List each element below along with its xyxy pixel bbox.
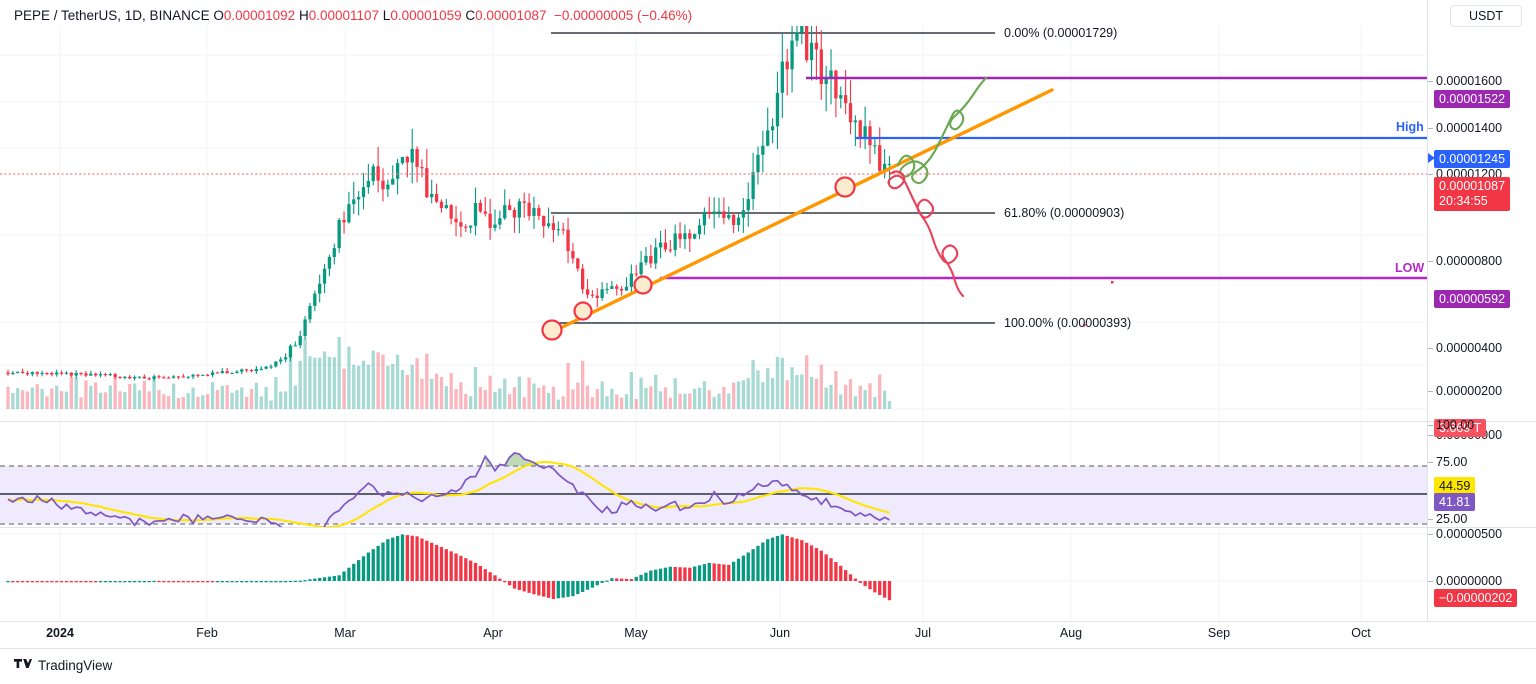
tradingview-brand-label: TradingView — [38, 657, 113, 673]
axis-tick-mark — [1428, 425, 1433, 426]
close-value: 0.00001087 — [475, 8, 547, 23]
fib-100-label: 100.00% (0.00000393) — [1004, 316, 1132, 330]
rsi-badge-value: 41.81 — [1439, 495, 1471, 509]
axis-tick-label: 0.00001600 — [1436, 74, 1503, 88]
time-axis-label: Mar — [334, 626, 356, 640]
rsi-pane[interactable] — [0, 422, 1427, 527]
axis-tick-mark — [1428, 462, 1433, 463]
high-badge-value: 0.00001245 — [1439, 152, 1506, 166]
axis-tick-label: 75.00 — [1436, 455, 1468, 469]
candlesticks — [6, 26, 892, 382]
price-pane-svg — [0, 26, 1427, 421]
axis-tick-mark — [1428, 128, 1433, 129]
axis-tick-mark — [1428, 581, 1433, 582]
trendline-touch-markers — [541, 176, 856, 341]
axis-tick-label: 0.00001400 — [1436, 121, 1503, 135]
macd-pane-svg — [0, 528, 1427, 621]
last-price-badge[interactable]: 0.00001087 20:34:55 — [1434, 177, 1511, 211]
volume-badge[interactable]: 3.669 T — [1434, 419, 1487, 437]
axis-tick-mark — [1428, 348, 1433, 349]
rsi-line — [7, 452, 890, 527]
pane-separator-2 — [0, 527, 1427, 528]
axis-tick-label: 0.00000500 — [1436, 527, 1503, 541]
change-value: −0.00000005 (−0.46%) — [554, 8, 693, 23]
high-badge-arrow — [1428, 153, 1435, 163]
high-key: H — [298, 8, 309, 23]
time-axis-label: Jul — [915, 626, 931, 640]
axis-tick-label: 0.00000800 — [1436, 254, 1503, 268]
resistance-badge[interactable]: 0.00001522 — [1434, 90, 1511, 108]
rsi-ma-badge[interactable]: 44.59 — [1434, 477, 1476, 495]
bearish-projection-path[interactable] — [887, 170, 965, 298]
macd-hist-badge[interactable]: −0.00000202 — [1434, 589, 1518, 607]
axis-tick-mark — [1428, 81, 1433, 82]
macd-histogram-bars — [6, 534, 892, 601]
axis-separator-2 — [1428, 527, 1536, 528]
time-axis-label: May — [624, 626, 648, 640]
vertical-gridlines — [59, 26, 1362, 421]
macd-pane[interactable] — [0, 528, 1427, 621]
low-key: L — [382, 8, 391, 23]
rsi-pane-svg — [0, 422, 1427, 527]
time-axis-label: Sep — [1207, 626, 1231, 640]
time-axis-label: Jun — [769, 626, 791, 640]
horizontal-gridlines — [0, 54, 1427, 410]
fib-618-label: 61.80% (0.00000903) — [1004, 206, 1125, 220]
time-axis-label: Oct — [1351, 626, 1371, 640]
price-axis[interactable]: USDT 0.00001600 0.00001400 0.00001200 0.000… — [1427, 0, 1536, 621]
close-key: C — [465, 8, 476, 23]
axis-tick-label: 0.00000000 — [1436, 574, 1503, 588]
high-value: 0.00001107 — [308, 8, 380, 23]
rsi-badge[interactable]: 41.81 — [1434, 493, 1476, 511]
volume-bars — [6, 337, 892, 409]
low-value: 0.00001059 — [390, 8, 462, 23]
volume-badge-value: 3.669 T — [1439, 421, 1482, 435]
symbol-title[interactable]: PEPE / TetherUS, 1D, BINANCE — [14, 8, 210, 23]
bullish-projection-path[interactable] — [896, 76, 988, 185]
axis-tick-label: 25.00 — [1436, 512, 1468, 526]
axis-tick-label: 0.00000400 — [1436, 341, 1503, 355]
rsi-ma-badge-value: 44.59 — [1439, 479, 1471, 493]
axis-tick-mark — [1428, 261, 1433, 262]
high-badge[interactable]: 0.00001245 — [1434, 150, 1511, 168]
time-axis-label: 2024 — [46, 626, 74, 640]
time-axis-label: Aug — [1059, 626, 1083, 640]
time-axis-label: Apr — [483, 626, 503, 640]
time-axis[interactable]: 2024 Feb Mar Apr May Jun Jul Aug Sep Oct — [0, 621, 1536, 649]
open-value: 0.00001092 — [223, 8, 296, 23]
resistance-badge-value: 0.00001522 — [1439, 92, 1506, 106]
axis-tick-mark — [1428, 391, 1433, 392]
rsi-ma-line — [7, 460, 890, 527]
time-axis-label: Feb — [196, 626, 218, 640]
axis-tick-mark — [1428, 534, 1433, 535]
axis-tick-mark — [1428, 435, 1433, 436]
open-key: O — [213, 8, 224, 23]
tradingview-logo-icon — [14, 659, 32, 668]
rsi-overbought-fill — [485, 452, 539, 466]
axis-tick-mark — [1428, 519, 1433, 520]
macd-vertical-gridlines — [59, 528, 1362, 621]
fib-0-label: 0.00% (0.00001729) — [1004, 26, 1118, 40]
high-level-label: High — [1396, 120, 1424, 134]
fib-lines — [551, 32, 995, 324]
low-level-label: LOW — [1395, 261, 1425, 275]
last-price-badge-value: 0.00001087 — [1439, 179, 1506, 193]
axis-tick-mark — [1428, 174, 1433, 175]
axis-tick-label: 0.00000200 — [1436, 384, 1503, 398]
stray-dots — [1083, 281, 1114, 327]
tradingview-footer[interactable]: TradingView — [14, 655, 112, 675]
last-price-badge-countdown: 20:34:55 — [1439, 194, 1488, 208]
low-badge[interactable]: 0.00000592 — [1434, 290, 1511, 308]
currency-unit-box[interactable]: USDT — [1450, 5, 1522, 27]
low-badge-value: 0.00000592 — [1439, 292, 1506, 306]
axis-tick-label: 100.00 — [1436, 418, 1475, 432]
pane-separator-1 — [0, 421, 1427, 422]
chart-legend[interactable]: PEPE / TetherUS, 1D, BINANCE O0.00001092… — [14, 6, 692, 26]
ascending-trendline[interactable] — [546, 88, 1054, 336]
price-pane[interactable]: 0.00% (0.00001729) 61.80% (0.00000903) 1… — [0, 26, 1427, 421]
macd-hist-badge-value: −0.00000202 — [1439, 591, 1513, 605]
